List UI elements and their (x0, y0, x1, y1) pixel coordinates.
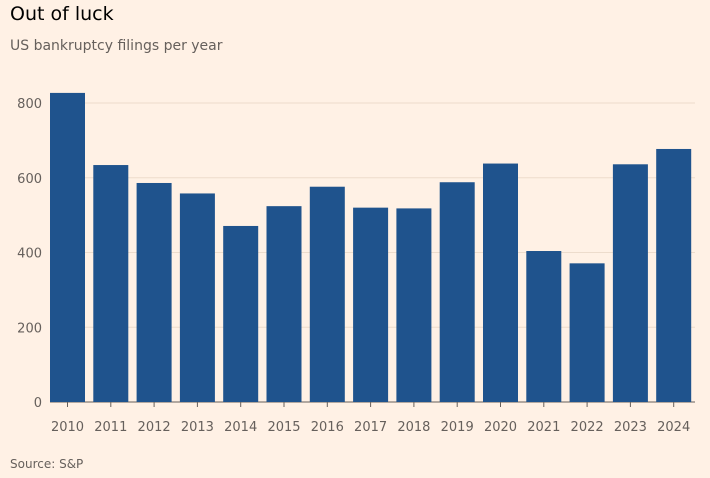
source-note: Source: S&P (10, 457, 84, 471)
bar-2018 (396, 208, 432, 402)
x-tick-label: 2021 (527, 420, 560, 435)
bars (50, 92, 692, 402)
x-tick-label: 2024 (657, 420, 690, 435)
chart-subtitle: US bankruptcy filings per year (10, 38, 223, 54)
x-tick-label: 2013 (181, 420, 214, 435)
y-tick-label: 200 (17, 321, 42, 336)
x-tick-label: 2012 (138, 420, 171, 435)
x-tick-label: 2011 (94, 420, 127, 435)
y-tick-label: 0 (34, 396, 42, 411)
x-tick-label: 2020 (484, 420, 517, 435)
x-tick-label: 2018 (397, 420, 430, 435)
y-axis-ticks: 0 200 400 600 800 (17, 97, 42, 411)
bar-2010 (50, 92, 85, 402)
bar-2013 (179, 193, 215, 402)
x-tick-label: 2022 (571, 420, 604, 435)
y-tick-label: 600 (17, 172, 42, 187)
bar-2011 (93, 165, 129, 402)
y-tick-label: 400 (17, 247, 42, 262)
x-tick-label: 2023 (614, 420, 647, 435)
bar-2017 (353, 207, 389, 402)
bar-2012 (136, 182, 172, 402)
x-tick-label: 2014 (224, 420, 257, 435)
x-tick-label: 2015 (267, 420, 300, 435)
bar-2020 (483, 163, 518, 402)
bar-2024 (656, 148, 692, 402)
bar-2014 (223, 225, 259, 402)
x-tick-label: 2017 (354, 420, 387, 435)
bar-2016 (309, 186, 345, 402)
chart-title: Out of luck (10, 3, 114, 25)
bar-2021 (526, 251, 562, 402)
bar-2015 (266, 206, 302, 402)
bar-2023 (612, 164, 648, 402)
x-tick-label: 2010 (51, 420, 84, 435)
bar-2019 (439, 182, 475, 402)
x-axis-ticks: 2010 2011 2012 2013 2014 2015 2016 2017 2018 2019… (51, 402, 690, 435)
bar-2022 (569, 263, 605, 402)
x-tick-label: 2019 (441, 420, 474, 435)
x-tick-label: 2016 (311, 420, 344, 435)
y-tick-label: 800 (17, 97, 42, 112)
